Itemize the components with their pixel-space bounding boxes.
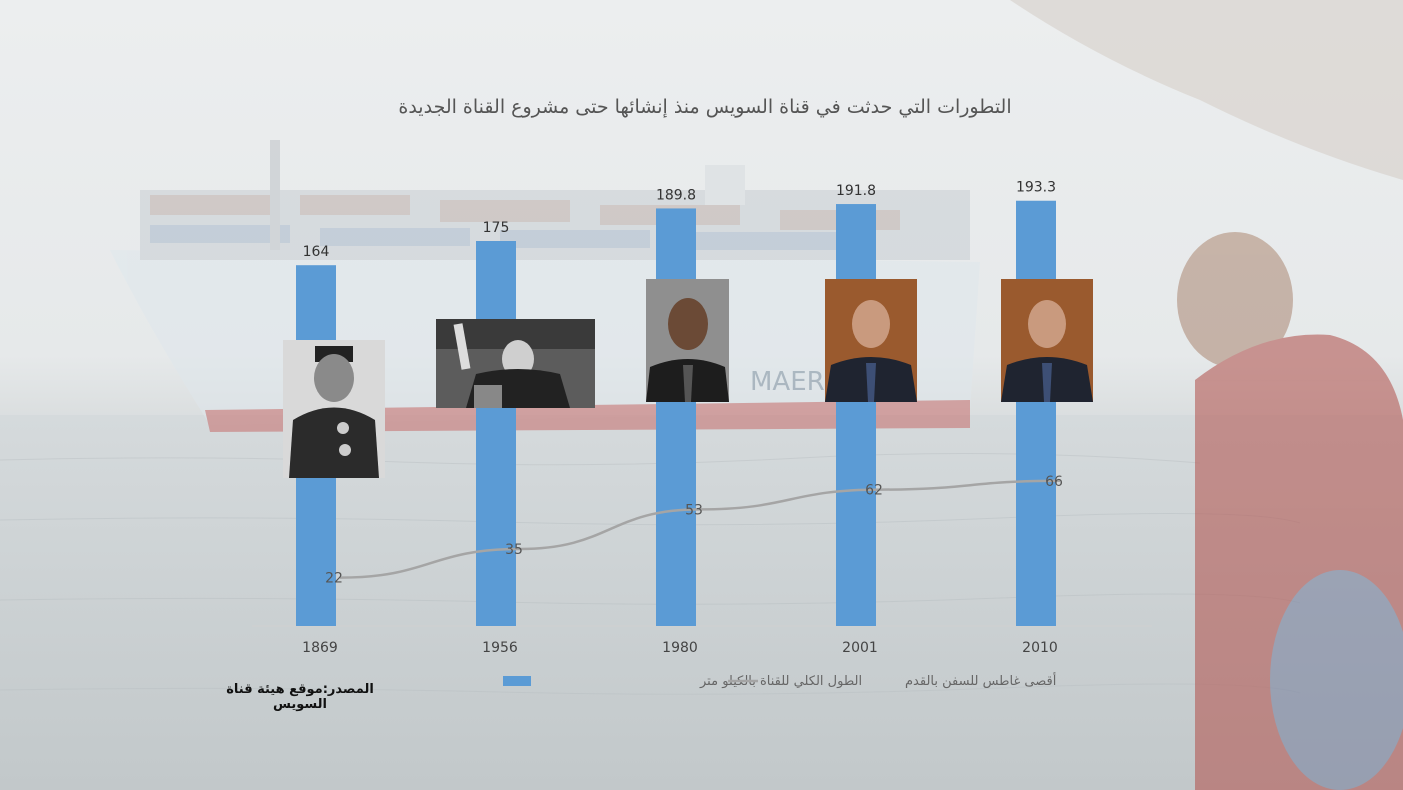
x-tick-label: 1980 bbox=[662, 640, 698, 656]
portrait-1869 bbox=[283, 340, 385, 478]
legend-label-line: أقصى غاطس للسفن بالقدم bbox=[905, 672, 1056, 689]
portrait-1956 bbox=[436, 319, 595, 408]
bar-value-label: 175 bbox=[483, 220, 510, 236]
legend-swatch-bar bbox=[503, 676, 531, 686]
line-value-label: 53 bbox=[685, 502, 703, 518]
bar-2001 bbox=[836, 204, 876, 627]
person-silhouette bbox=[1177, 232, 1403, 790]
chart-title: التطورات التي حدثت في قناة السويس منذ إن… bbox=[398, 96, 1012, 118]
x-tick-label: 1956 bbox=[482, 640, 518, 656]
x-tick-label: 2001 bbox=[842, 640, 878, 656]
line-series-draft bbox=[339, 479, 1061, 579]
bar-value-label: 191.8 bbox=[836, 183, 876, 199]
legend-label-bar: الطول الكلي للقناة بالكيلو متر bbox=[699, 674, 862, 689]
ship-shape: MAERSK bbox=[110, 140, 980, 432]
portrait-2010 bbox=[1001, 279, 1093, 402]
line-value-label: 22 bbox=[325, 571, 343, 587]
portrait-2001 bbox=[825, 279, 917, 402]
line-value-label: 62 bbox=[865, 483, 883, 499]
portrait-1980 bbox=[646, 279, 729, 402]
bar-value-label: 189.8 bbox=[656, 187, 696, 203]
x-tick-label: 2010 bbox=[1022, 640, 1058, 656]
bar-1956 bbox=[476, 241, 516, 626]
x-tick-label: 1869 bbox=[302, 640, 338, 656]
bar-value-label: 193.3 bbox=[1016, 180, 1056, 196]
line-value-label: 35 bbox=[505, 542, 523, 558]
bar-1980 bbox=[656, 208, 696, 626]
source-note: المصدر:موقع هيئة قناة السويس bbox=[226, 682, 374, 712]
bar-value-label: 164 bbox=[303, 244, 330, 260]
bar-2010 bbox=[1016, 200, 1056, 627]
line-value-label: 66 bbox=[1045, 474, 1063, 490]
